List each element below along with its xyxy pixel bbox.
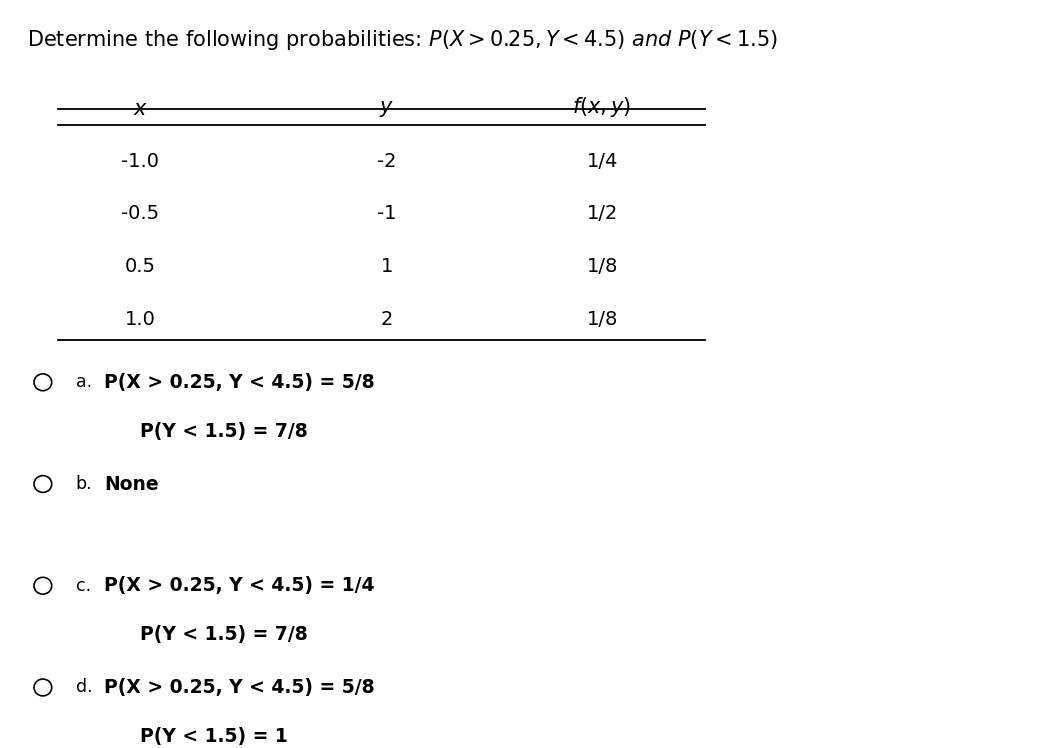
Text: 1/4: 1/4 [587,152,618,171]
Text: -2: -2 [376,152,396,171]
Text: d.: d. [76,678,93,696]
Text: P(X > 0.25, Y < 4.5) = 5/8: P(X > 0.25, Y < 4.5) = 5/8 [104,678,375,697]
Text: P(X > 0.25, Y < 4.5) = 1/4: P(X > 0.25, Y < 4.5) = 1/4 [104,576,375,595]
Text: c.: c. [76,577,90,595]
Text: P(Y < 1.5) = 7/8: P(Y < 1.5) = 7/8 [140,625,308,644]
Text: 1: 1 [381,257,393,276]
Text: -1.0: -1.0 [122,152,159,171]
Text: Determine the following probabilities: $P(X > 0.25, Y < 4.5)$ $\mathit{and}$ $P(: Determine the following probabilities: $… [27,28,779,52]
Text: P(Y < 1.5) = 7/8: P(Y < 1.5) = 7/8 [140,422,308,441]
Text: None: None [104,474,159,494]
Text: P(X > 0.25, Y < 4.5) = 5/8: P(X > 0.25, Y < 4.5) = 5/8 [104,373,375,392]
Text: 2: 2 [381,310,393,328]
Text: b.: b. [76,475,93,493]
Text: 1/8: 1/8 [587,257,618,276]
Text: $x$: $x$ [133,99,148,119]
Text: a.: a. [76,373,92,391]
Text: 1/2: 1/2 [587,204,618,224]
Text: 0.5: 0.5 [125,257,156,276]
Text: -0.5: -0.5 [122,204,159,224]
Text: $\mathbf{\mathit{f(x, y)}}$: $\mathbf{\mathit{f(x, y)}}$ [572,95,631,119]
Text: 1/8: 1/8 [587,310,618,328]
Text: $y$: $y$ [379,99,394,119]
Text: 1.0: 1.0 [125,310,156,328]
Text: -1: -1 [376,204,396,224]
Text: P(Y < 1.5) = 1: P(Y < 1.5) = 1 [140,727,288,746]
